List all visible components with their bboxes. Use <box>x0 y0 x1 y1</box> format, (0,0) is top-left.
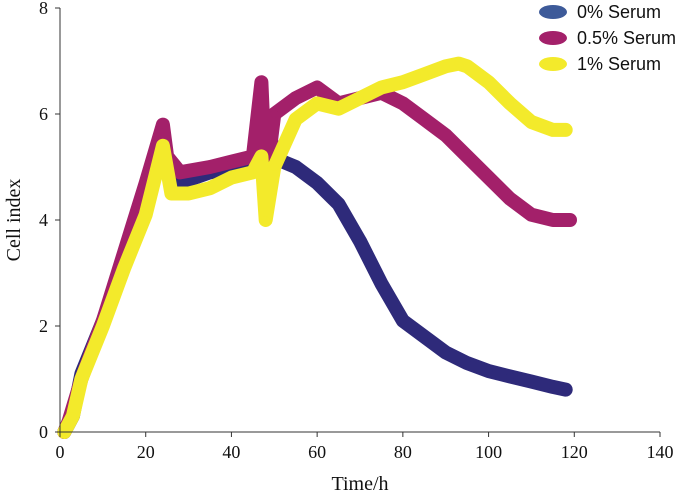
x-axis-title: Time/h <box>331 473 388 495</box>
x-tick-label: 40 <box>222 442 240 462</box>
data-point-0-5-serum <box>176 168 184 177</box>
data-point-0-5-serum <box>291 94 300 103</box>
data-point-0-5-serum <box>227 157 236 166</box>
data-point-1-serum <box>463 62 472 71</box>
data-point-1-serum <box>441 62 450 71</box>
data-point-0-serum <box>356 237 364 246</box>
data-point-1-serum <box>356 94 364 103</box>
data-point-0-serum <box>176 178 184 187</box>
legend-swatch-0-serum <box>539 5 567 19</box>
data-point-0-serum <box>313 178 322 187</box>
data-point-1-serum <box>184 189 193 198</box>
data-point-0-serum <box>561 385 570 394</box>
x-tick-label: 140 <box>647 442 674 462</box>
data-point-0-5-serum <box>527 210 536 219</box>
legend-swatch-1-serum <box>539 57 567 71</box>
data-point-1-serum <box>257 152 266 161</box>
data-point-0-5-serum <box>506 194 514 203</box>
data-point-0-5-serum <box>313 83 322 92</box>
y-axis-title: Cell index <box>3 179 25 262</box>
data-point-1-serum <box>227 173 236 182</box>
data-point-0-serum <box>548 382 557 391</box>
data-point-1-serum <box>270 163 279 171</box>
y-tick-label: 6 <box>39 104 48 124</box>
x-tick-label: 0 <box>56 442 65 462</box>
data-point-0-5-serum <box>420 115 429 124</box>
data-point-1-serum <box>141 210 150 219</box>
data-point-1-serum <box>548 125 557 134</box>
x-tick-label: 20 <box>137 442 155 462</box>
data-point-1-serum <box>248 168 257 177</box>
x-tick-label: 120 <box>561 442 588 462</box>
legend-swatch-05-serum <box>539 31 567 45</box>
data-point-0-5-serum <box>270 110 279 118</box>
x-tick-label: 80 <box>394 442 412 462</box>
data-point-1-serum <box>120 263 129 272</box>
data-point-0-serum <box>377 279 386 288</box>
data-point-1-serum <box>398 78 407 87</box>
data-point-0-5-serum <box>548 216 557 224</box>
x-tick-label: 100 <box>475 442 502 462</box>
data-point-1-serum <box>167 189 176 198</box>
data-point-0-5-serum <box>484 173 493 182</box>
data-point-1-serum <box>206 184 214 193</box>
data-point-0-serum <box>398 316 407 325</box>
data-point-0-serum <box>291 163 300 171</box>
data-point-0-5-serum <box>206 163 214 171</box>
data-point-1-serum <box>484 78 493 87</box>
y-tick-label: 8 <box>39 0 48 18</box>
data-point-0-serum <box>441 348 450 357</box>
data-point-1-serum <box>454 59 463 68</box>
series-layer <box>57 56 577 439</box>
series-line-1-serum <box>57 56 573 439</box>
data-point-1-serum <box>506 99 514 108</box>
data-point-1-serum <box>313 99 322 108</box>
y-tick-label: 4 <box>39 210 48 230</box>
data-point-1-serum <box>98 322 107 330</box>
data-point-1-serum <box>420 70 429 79</box>
data-point-0-serum <box>463 359 472 368</box>
data-point-0-5-serum <box>398 99 407 108</box>
data-point-0-serum <box>484 367 493 376</box>
data-point-0-5-serum <box>441 131 450 140</box>
legend-label-0-serum: 0% Serum <box>577 2 661 22</box>
data-point-0-serum <box>334 200 343 209</box>
data-point-1-serum <box>334 104 343 113</box>
y-tick-label: 2 <box>39 316 48 336</box>
data-point-1-serum <box>291 115 300 124</box>
data-point-0-serum <box>527 377 536 386</box>
data-point-1-serum <box>561 125 570 134</box>
legend-label-1-serum: 1% Serum <box>577 54 661 74</box>
data-point-1-serum <box>68 412 77 421</box>
data-point-0-5-serum <box>463 152 472 161</box>
data-point-0-serum <box>420 332 429 341</box>
data-point-1-serum <box>261 216 270 224</box>
data-point-0-serum <box>506 372 514 381</box>
x-tick-label: 60 <box>308 442 326 462</box>
data-point-1-serum <box>77 375 86 383</box>
legend: 0% Serum 0.5% Serum 1% Serum <box>539 2 676 74</box>
data-point-0-5-serum <box>257 78 266 87</box>
data-point-1-serum <box>158 141 167 150</box>
data-point-0-5-serum <box>566 216 574 224</box>
data-point-1-serum <box>527 118 536 126</box>
ticks-layer: 0 20 40 60 80 100 120 140 0 2 4 6 8 <box>39 0 674 462</box>
legend-label-05-serum: 0.5% Serum <box>577 28 676 48</box>
y-tick-label: 0 <box>39 422 48 442</box>
data-point-0-5-serum <box>158 120 167 129</box>
data-point-1-serum <box>377 83 386 92</box>
